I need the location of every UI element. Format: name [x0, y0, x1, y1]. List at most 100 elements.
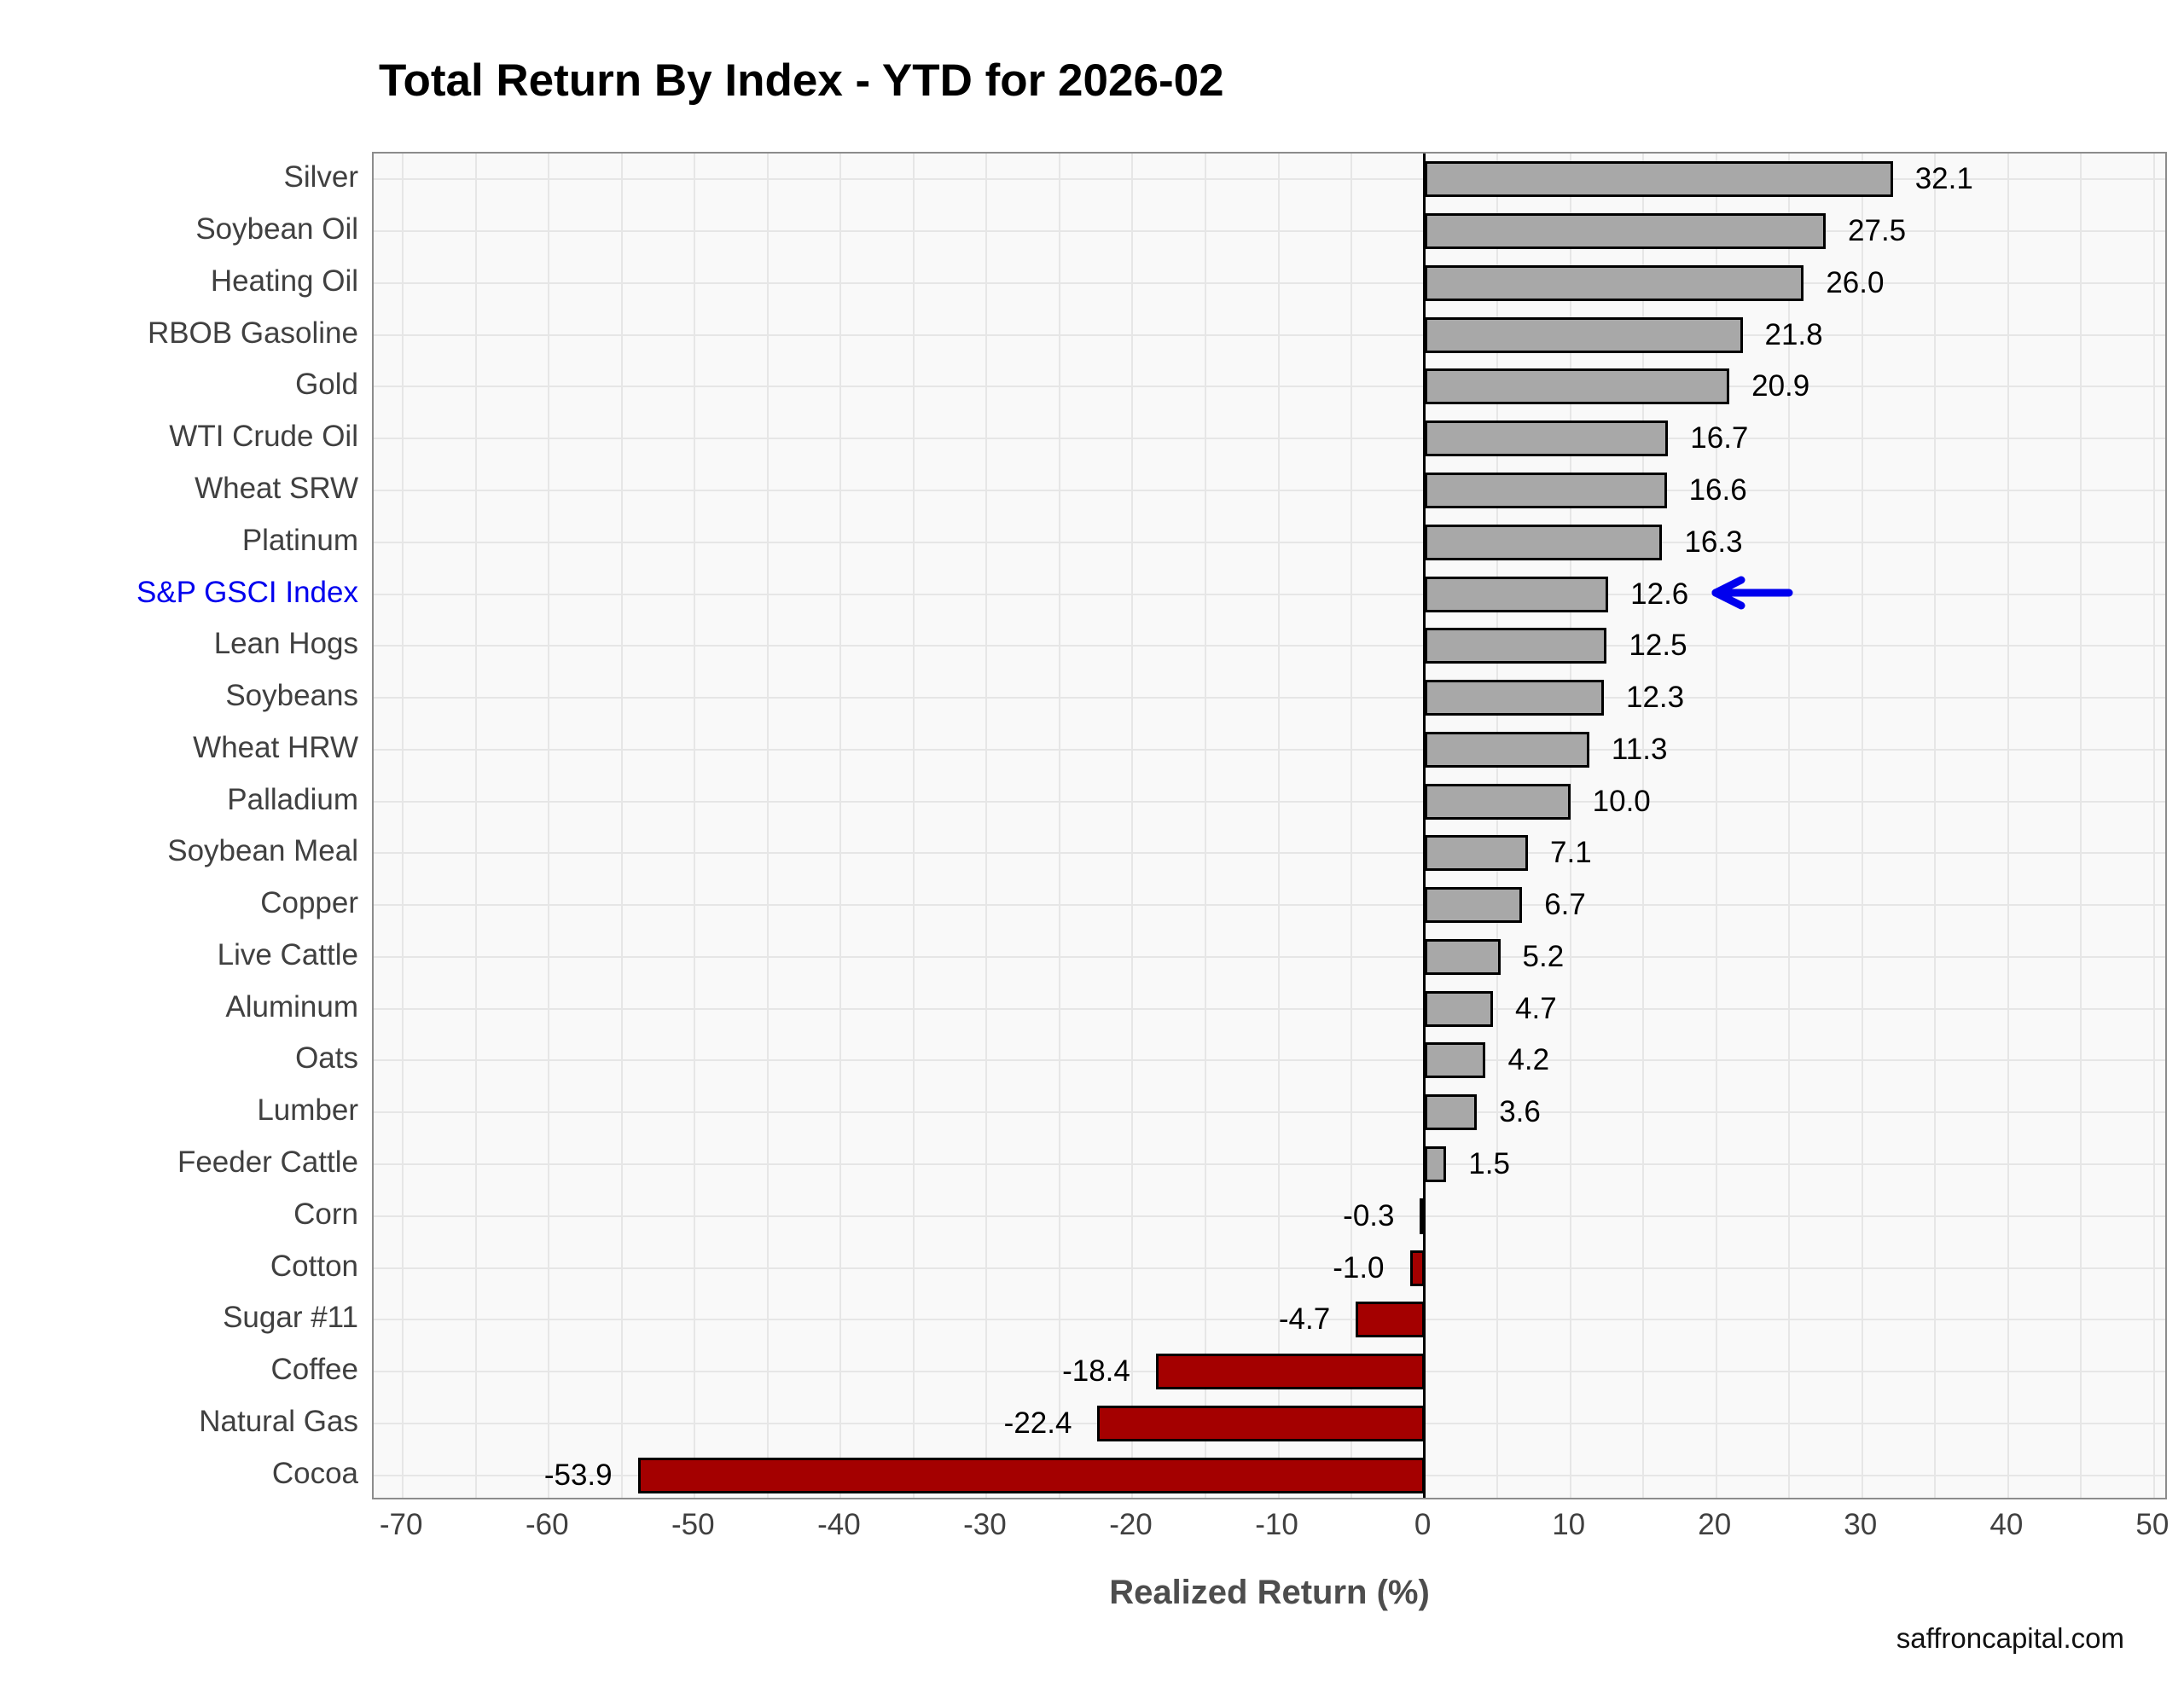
bar-value-label: -0.3: [1343, 1198, 1395, 1232]
bar-value-label: 16.7: [1690, 421, 1749, 455]
bar-s-p-gsci-index: [1424, 576, 1609, 612]
y-axis-label-copper: Copper: [260, 886, 358, 920]
bar-sugar-11: [1356, 1302, 1425, 1338]
y-gridline: [374, 333, 2165, 336]
y-gridline: [374, 490, 2165, 491]
bar-wti-crude-oil: [1424, 420, 1669, 457]
x-tick-label: -50: [671, 1508, 715, 1541]
x-tick-label: -10: [1255, 1508, 1298, 1541]
bar-value-label: -22.4: [1003, 1406, 1072, 1440]
y-gridline: [374, 386, 2165, 388]
bar-value-label: 20.9: [1751, 369, 1810, 403]
y-gridline: [374, 438, 2165, 440]
bar-value-label: 21.8: [1764, 317, 1823, 351]
x-gridline: [985, 154, 988, 1498]
y-axis-label-coffee: Coffee: [270, 1353, 359, 1387]
y-axis-label-oats: Oats: [295, 1041, 358, 1076]
bar-value-label: 16.3: [1684, 525, 1743, 559]
y-axis-label-cocoa: Cocoa: [271, 1456, 358, 1490]
bar-gold: [1424, 368, 1730, 405]
bar-feeder-cattle: [1424, 1146, 1447, 1182]
x-gridline: [694, 154, 696, 1498]
y-axis-label-cotton: Cotton: [270, 1249, 358, 1283]
x-gridline: [766, 154, 769, 1498]
y-axis-label-corn: Corn: [293, 1197, 358, 1231]
bar-lean-hogs: [1424, 628, 1607, 664]
bar-lumber: [1424, 1094, 1478, 1131]
y-axis-label-gold: Gold: [295, 368, 358, 402]
bar-value-label: 32.1: [1914, 162, 1973, 196]
y-axis-label-platinum: Platinum: [241, 523, 358, 557]
bar-value-label: 10.0: [1592, 784, 1651, 818]
x-gridline: [1350, 154, 1353, 1498]
x-gridline: [1861, 154, 1863, 1498]
y-axis-label-wheat-hrw: Wheat HRW: [193, 730, 358, 764]
bar-value-label: -53.9: [543, 1458, 613, 1492]
bar-value-label: 5.2: [1522, 939, 1565, 973]
bar-live-cattle: [1424, 938, 1501, 975]
y-gridline: [374, 1059, 2165, 1062]
bar-soybean-oil: [1424, 213, 1827, 250]
x-gridline: [1715, 154, 1717, 1498]
y-axis-label-soybean-meal: Soybean Meal: [167, 834, 358, 868]
x-gridline: [548, 154, 550, 1498]
y-axis-label-live-cattle: Live Cattle: [217, 937, 358, 971]
x-tick-label: -40: [817, 1508, 861, 1541]
y-gridline: [374, 1111, 2165, 1114]
bar-wheat-hrw: [1424, 731, 1589, 768]
y-axis-label-palladium: Palladium: [227, 782, 358, 816]
zero-line: [1423, 154, 1426, 1498]
bar-heating-oil: [1424, 264, 1804, 301]
y-gridline: [374, 178, 2165, 181]
bar-value-label: -18.4: [1062, 1354, 1130, 1389]
y-gridline: [374, 1215, 2165, 1217]
y-gridline: [374, 852, 2165, 855]
x-tick-label: 40: [1989, 1508, 2024, 1541]
y-axis-label-aluminum: Aluminum: [225, 989, 358, 1024]
bar-value-label: 1.5: [1468, 1147, 1510, 1180]
x-gridline: [1131, 154, 1134, 1498]
x-tick-label: 20: [1698, 1508, 1732, 1541]
y-gridline: [374, 230, 2165, 233]
plot-panel: 32.1 27.5 26.0 21.8 20.9 16.7 16.6 16.3 12.6 12.5…: [372, 152, 2167, 1499]
x-gridline: [402, 154, 404, 1498]
y-axis-label-wheat-srw: Wheat SRW: [195, 472, 358, 505]
y-axis-label-soybean-oil: Soybean Oil: [195, 212, 358, 246]
bar-corn: [1420, 1198, 1426, 1234]
y-gridline: [374, 281, 2165, 284]
y-gridline: [374, 1163, 2165, 1165]
y-axis-label-lean-hogs: Lean Hogs: [213, 627, 358, 661]
y-gridline: [374, 748, 2165, 751]
x-gridline: [1569, 154, 1571, 1498]
x-tick-label: 10: [1552, 1508, 1586, 1541]
x-tick-label: 0: [1414, 1508, 1432, 1541]
x-gridline: [2007, 154, 2009, 1498]
left-arrow-icon: [1705, 574, 1794, 612]
x-tick-label: 50: [2135, 1508, 2169, 1541]
x-gridline: [2080, 154, 2082, 1498]
x-gridline: [1205, 154, 1207, 1498]
bar-value-label: -4.7: [1278, 1302, 1331, 1337]
bar-value-label: 11.3: [1611, 732, 1668, 766]
bar-coffee: [1155, 1354, 1425, 1390]
x-gridline: [2152, 154, 2155, 1498]
x-gridline: [1788, 154, 1791, 1498]
bar-value-label: 6.7: [1544, 888, 1586, 922]
x-gridline: [474, 154, 477, 1498]
bar-copper: [1424, 887, 1523, 924]
y-axis-label-wti-crude-oil: WTI Crude Oil: [169, 420, 358, 454]
x-gridline: [1496, 154, 1499, 1498]
x-tick-label: 30: [1844, 1508, 1878, 1541]
bar-aluminum: [1424, 990, 1493, 1027]
y-axis-label-sugar-11: Sugar #11: [223, 1301, 358, 1335]
bar-value-label: 7.1: [1550, 836, 1592, 870]
bar-value-label: 4.7: [1515, 991, 1557, 1025]
y-gridline: [374, 800, 2165, 803]
y-axis-label-heating-oil: Heating Oil: [210, 264, 358, 298]
bar-wheat-srw: [1424, 473, 1667, 508]
bar-oats: [1424, 1042, 1486, 1079]
bar-value-label: 12.3: [1626, 681, 1685, 715]
y-axis-label-silver: Silver: [283, 160, 358, 194]
x-gridline: [1058, 154, 1060, 1498]
bar-palladium: [1424, 783, 1571, 820]
